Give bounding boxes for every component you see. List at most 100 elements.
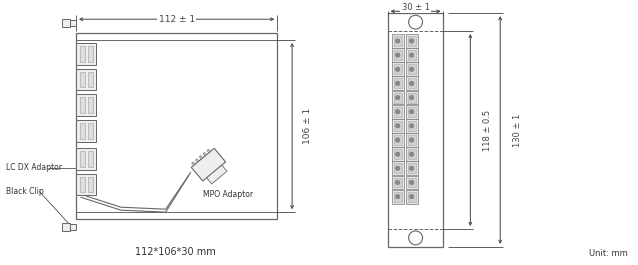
Bar: [408, 164, 415, 173]
Circle shape: [410, 138, 414, 142]
Bar: [392, 105, 404, 119]
Circle shape: [396, 195, 400, 199]
Circle shape: [410, 166, 414, 170]
Bar: [394, 178, 402, 187]
Bar: [392, 48, 404, 62]
Circle shape: [410, 124, 414, 128]
Polygon shape: [191, 162, 195, 165]
Bar: [392, 119, 404, 133]
Bar: [394, 164, 402, 173]
Bar: [394, 78, 402, 88]
Bar: [76, 43, 96, 65]
Circle shape: [408, 231, 422, 245]
Bar: [88, 46, 93, 62]
Text: 30 ± 1: 30 ± 1: [401, 3, 429, 12]
Bar: [80, 151, 85, 167]
Bar: [76, 69, 96, 90]
Polygon shape: [207, 165, 227, 184]
Bar: [80, 123, 85, 139]
Bar: [406, 91, 417, 104]
Bar: [394, 64, 402, 74]
Bar: [408, 121, 415, 131]
Bar: [394, 149, 402, 159]
Bar: [408, 93, 415, 103]
Bar: [88, 97, 93, 113]
Bar: [392, 62, 404, 76]
Bar: [392, 175, 404, 189]
Bar: [406, 190, 417, 204]
Polygon shape: [207, 149, 211, 153]
Text: 112*106*30 mm: 112*106*30 mm: [135, 247, 216, 257]
Circle shape: [396, 53, 400, 57]
Circle shape: [410, 195, 414, 199]
Bar: [394, 107, 402, 117]
Text: Unit: mm: Unit: mm: [590, 249, 628, 258]
Bar: [392, 147, 404, 161]
Bar: [88, 176, 93, 192]
Text: LC DX Adaptor: LC DX Adaptor: [6, 163, 63, 172]
Circle shape: [410, 53, 414, 57]
Circle shape: [396, 81, 400, 86]
Bar: [408, 192, 415, 202]
Bar: [408, 64, 415, 74]
Bar: [388, 13, 443, 247]
Bar: [80, 46, 85, 62]
Bar: [406, 77, 417, 90]
Bar: [70, 20, 76, 26]
Circle shape: [410, 67, 414, 72]
Bar: [406, 105, 417, 119]
Bar: [76, 94, 96, 116]
Bar: [70, 224, 76, 230]
Polygon shape: [203, 152, 207, 156]
Bar: [392, 34, 404, 48]
Bar: [406, 161, 417, 175]
Text: Black Clip: Black Clip: [6, 187, 44, 196]
Text: 130 ± 1: 130 ± 1: [513, 113, 522, 147]
Bar: [76, 33, 277, 219]
Bar: [408, 135, 415, 145]
Bar: [88, 123, 93, 139]
Bar: [80, 176, 85, 192]
Circle shape: [396, 39, 400, 43]
Bar: [394, 135, 402, 145]
Text: MPO Adaptor: MPO Adaptor: [204, 190, 253, 199]
Circle shape: [396, 124, 400, 128]
Bar: [406, 34, 417, 48]
Circle shape: [396, 166, 400, 170]
Bar: [394, 50, 402, 60]
Bar: [406, 175, 417, 189]
Bar: [394, 192, 402, 202]
Polygon shape: [199, 156, 203, 159]
Bar: [62, 223, 70, 231]
Bar: [392, 190, 404, 204]
Text: 118 ± 0.5: 118 ± 0.5: [483, 109, 492, 151]
Circle shape: [396, 152, 400, 156]
Bar: [394, 93, 402, 103]
Bar: [408, 107, 415, 117]
Bar: [406, 48, 417, 62]
Circle shape: [410, 39, 414, 43]
Bar: [62, 19, 70, 27]
Bar: [392, 133, 404, 147]
Bar: [408, 36, 415, 46]
Circle shape: [396, 95, 400, 100]
Bar: [394, 121, 402, 131]
Text: 112 ± 1: 112 ± 1: [159, 15, 195, 24]
Bar: [408, 149, 415, 159]
Circle shape: [396, 180, 400, 185]
Bar: [408, 78, 415, 88]
Bar: [80, 72, 85, 87]
Circle shape: [410, 81, 414, 86]
Bar: [76, 120, 96, 142]
Circle shape: [410, 109, 414, 114]
Circle shape: [396, 109, 400, 114]
Circle shape: [410, 180, 414, 185]
Circle shape: [408, 15, 422, 29]
Circle shape: [396, 138, 400, 142]
Bar: [406, 147, 417, 161]
Circle shape: [410, 95, 414, 100]
Bar: [408, 50, 415, 60]
Bar: [392, 161, 404, 175]
Polygon shape: [195, 159, 199, 162]
Bar: [392, 77, 404, 90]
